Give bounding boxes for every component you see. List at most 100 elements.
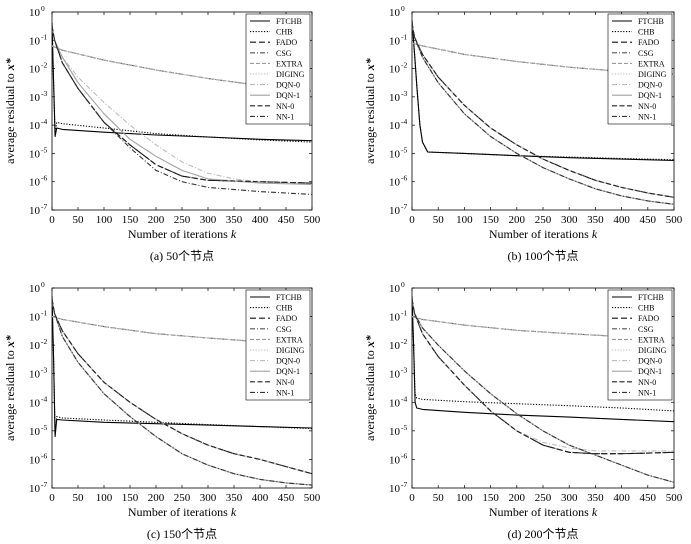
panel-1-y-axis-label: average residual to x*	[3, 57, 17, 164]
panel-1-legend-label-dqn-0: DQN-0	[276, 81, 300, 90]
panel-3-x-tick-label-7: 350	[226, 492, 243, 504]
panel-4-y-tick-exp-0: -7	[401, 480, 407, 489]
panel-2-x-tick-label-9: 450	[640, 214, 657, 226]
panel-1-x-axis-label: Number of iterations k	[128, 227, 237, 241]
panel-4-series-chb	[412, 296, 674, 412]
panel-1-y-tick-exp-5: -2	[41, 61, 47, 70]
panel-1-legend-label-nn-1: NN-1	[276, 112, 294, 121]
panel-2-y-axis-label: average residual to x*	[363, 57, 377, 164]
panel-3-y-tick-exp-1: -6	[41, 451, 47, 460]
panel-2-y-tick-label-4: 10	[389, 92, 401, 104]
panel-1-legend-label-ftchb: FTCHB	[276, 17, 302, 26]
panel-1-y-tick-exp-3: -4	[41, 117, 47, 126]
panel-4-legend-label-diging: DIGING	[638, 346, 667, 355]
panel-2-series-chb	[412, 20, 674, 161]
panel-3-y-tick-label-0: 10	[29, 483, 41, 495]
panel-1-y-tick-exp-6: -1	[41, 32, 47, 41]
panel-4-legend-label-ftchb: FTCHB	[638, 293, 664, 302]
panel-4-legend-label-nn-1: NN-1	[638, 388, 656, 397]
panel-3-x-tick-label-9: 450	[278, 492, 295, 504]
panel-2-y-tick-exp-7: 0	[401, 4, 405, 13]
panel-1-caption: (a) 50个节点	[150, 249, 214, 263]
panel-4-y-tick-exp-2: -5	[401, 423, 407, 432]
panel-1-legend-label-extra: EXTRA	[276, 59, 303, 68]
panel-2-x-axis-label: Number of iterations k	[489, 227, 598, 241]
panel-3-x-tick-label-1: 50	[73, 492, 85, 504]
panel-1-x-tick-label-0: 0	[49, 214, 55, 226]
panel-3-y-tick-exp-4: -3	[41, 366, 47, 375]
panel-2-series-nn-0	[412, 23, 674, 198]
panel-2-legend-label-dqn-1: DQN-1	[638, 91, 662, 100]
panel-1-legend-label-fado: FADO	[276, 38, 297, 47]
panel-2-y-tick-label-3: 10	[389, 120, 401, 132]
panel-4-x-tick-label-6: 300	[561, 492, 578, 504]
panel-3-legend-label-chb: CHB	[276, 304, 292, 313]
panel-1-y-tick-exp-2: -5	[41, 145, 47, 154]
panel-1-y-tick-exp-4: -3	[41, 89, 47, 98]
panel-2-y-tick-label-1: 10	[389, 177, 401, 189]
panel-1-legend-label-dqn-1: DQN-1	[276, 91, 300, 100]
panel-4-legend-label-chb: CHB	[638, 304, 654, 313]
panel-4-x-tick-label-10: 500	[666, 492, 683, 504]
panel-4-x-tick-label-1: 50	[433, 492, 445, 504]
panel-2-series-diging	[412, 42, 674, 75]
panel-1-y-tick-exp-1: -6	[41, 174, 47, 183]
panel-4-y-axis-label: average residual to x*	[363, 334, 377, 441]
panel-4-x-tick-label-0: 0	[409, 492, 415, 504]
panel-4-legend-box	[607, 289, 673, 401]
panel-2-y-tick-label-6: 10	[389, 35, 401, 47]
panel-4-x-tick-label-7: 350	[587, 492, 604, 504]
panel-2-legend-label-fado: FADO	[638, 38, 659, 47]
panel-3-y-tick-label-4: 10	[29, 369, 41, 381]
panel-3-legend-label-dqn-0: DQN-0	[276, 357, 300, 366]
panel-2-y-tick-exp-1: -6	[401, 174, 407, 183]
panel-3-x-tick-label-6: 300	[200, 492, 217, 504]
panel-1-series-diging	[52, 45, 312, 92]
panel-1-x-tick-label-10: 500	[304, 214, 321, 226]
panel-3-y-tick-label-7: 10	[29, 283, 41, 295]
panel-1-legend-box	[245, 13, 311, 125]
panel-3-x-axis-label: Number of iterations k	[128, 505, 237, 519]
panel-1-x-tick-label-7: 350	[226, 214, 243, 226]
panel-2-x-tick-label-7: 350	[587, 214, 604, 226]
panel-4-y-tick-label-1: 10	[389, 454, 401, 466]
panel-4-series-ftchb	[412, 296, 674, 423]
panel-4-legend-label-dqn-0: DQN-0	[638, 357, 662, 366]
panel-4-series-nn-0	[412, 299, 674, 455]
panel-3-series-extra	[52, 316, 312, 346]
panel-3-y-tick-exp-5: -2	[41, 337, 47, 346]
panel-1-series-nn-1	[52, 26, 312, 195]
panel-4-legend-label-nn-0: NN-0	[638, 378, 656, 387]
panel-4-x-axis-label: Number of iterations k	[489, 505, 598, 519]
panel-2-y-tick-exp-4: -3	[401, 89, 407, 98]
panel-1-y-tick-label-4: 10	[29, 92, 41, 104]
panel-3-legend-label-dqn-1: DQN-1	[276, 367, 300, 376]
panel-2-x-tick-label-1: 50	[433, 214, 445, 226]
panel-3-y-axis-label: average residual to x*	[3, 334, 17, 441]
panel-3-series-nn-0	[52, 299, 312, 475]
panel-3-x-tick-label-8: 400	[252, 492, 269, 504]
panel-4-y-tick-exp-1: -6	[401, 451, 407, 460]
panel-1-y-tick-exp-7: 0	[41, 4, 45, 13]
panel-3-series-csg	[52, 316, 312, 346]
panel-2-y-tick-exp-0: -7	[401, 202, 407, 211]
panel-1-legend-label-diging: DIGING	[276, 70, 305, 79]
panel-1-x-tick-label-8: 400	[252, 214, 269, 226]
panel-1-x-tick-label-4: 200	[148, 214, 165, 226]
panel-3-y-tick-exp-2: -5	[41, 423, 47, 432]
panel-1-y-tick-exp-0: -7	[41, 202, 47, 211]
panel-4-series-nn-1	[412, 299, 674, 483]
panel-3-y-tick-label-1: 10	[29, 454, 41, 466]
panel-2-x-tick-label-4: 200	[509, 214, 526, 226]
panel-4-legend-label-dqn-1: DQN-1	[638, 367, 662, 376]
panel-1-x-tick-label-1: 50	[73, 214, 85, 226]
panel-2-caption: (b) 100个节点	[508, 249, 579, 263]
panel-3-x-tick-label-5: 250	[174, 492, 191, 504]
panel-3-caption: (c) 150个节点	[147, 527, 217, 541]
panel-4-x-tick-label-8: 400	[613, 492, 630, 504]
panel-1-y-tick-label-2: 10	[29, 148, 41, 160]
panel-4-x-tick-label-4: 200	[509, 492, 526, 504]
panel-3-x-tick-label-0: 0	[49, 492, 55, 504]
panel-2-y-tick-exp-5: -2	[401, 61, 407, 70]
